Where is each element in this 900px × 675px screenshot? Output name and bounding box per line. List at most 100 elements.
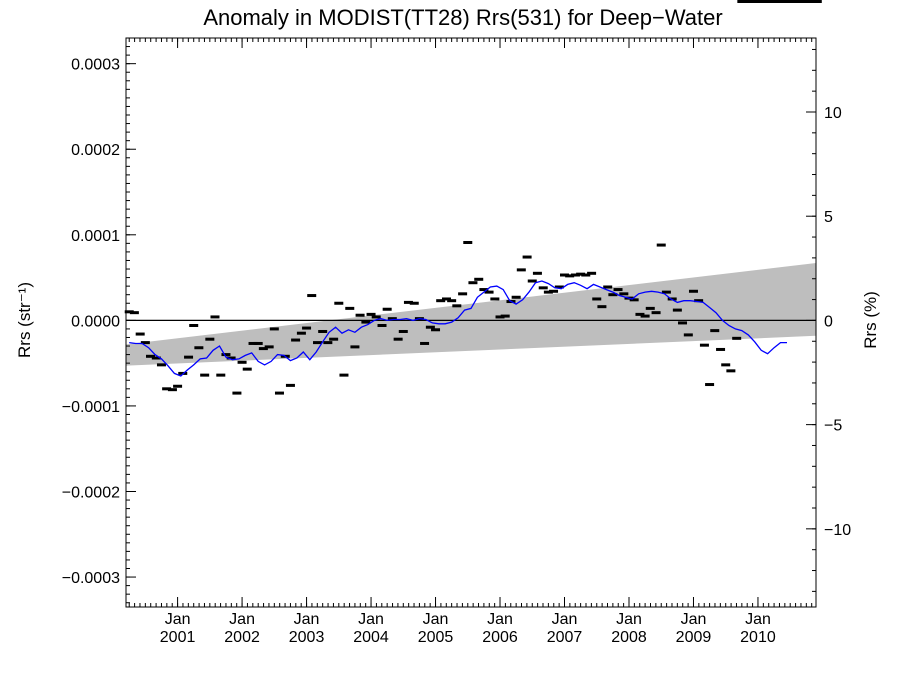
- data-point: [129, 311, 139, 315]
- data-point: [151, 356, 161, 360]
- data-point: [490, 297, 500, 301]
- left-tick-label: 0.0002: [71, 142, 120, 159]
- data-point: [581, 273, 591, 277]
- data-point: [458, 292, 468, 296]
- x-tick-month-label: Jan: [358, 611, 384, 628]
- data-point: [398, 329, 408, 333]
- data-point: [194, 346, 204, 350]
- data-point: [237, 360, 247, 364]
- left-tick-label: 0.0001: [71, 228, 120, 245]
- data-point: [350, 345, 360, 349]
- data-point: [619, 292, 629, 296]
- data-point: [554, 285, 564, 289]
- data-point: [447, 299, 457, 303]
- data-point: [726, 369, 736, 373]
- data-point: [226, 356, 236, 360]
- data-point: [742, 0, 752, 3]
- data-point: [205, 337, 215, 341]
- right-tick-label: 0: [824, 313, 833, 330]
- data-point: [635, 312, 645, 316]
- data-point: [156, 363, 166, 367]
- data-point: [516, 268, 526, 272]
- data-point: [629, 298, 639, 302]
- data-point: [269, 327, 279, 331]
- data-point: [210, 315, 220, 319]
- data-point: [334, 301, 344, 305]
- data-point: [291, 338, 301, 342]
- left-tick-label: −0.0001: [62, 399, 120, 416]
- data-point: [474, 277, 484, 281]
- data-point: [479, 288, 489, 292]
- data-point: [425, 325, 435, 329]
- data-point: [705, 383, 715, 387]
- data-point: [748, 0, 758, 3]
- data-point: [339, 373, 349, 377]
- data-point: [769, 0, 779, 3]
- data-point: [318, 329, 328, 333]
- data-point: [420, 341, 430, 345]
- x-tick-month-label: Jan: [616, 611, 642, 628]
- data-point: [361, 320, 371, 324]
- x-tick-year-label: 2008: [611, 629, 647, 646]
- uncertainty-band-layer: [126, 263, 816, 366]
- running-mean-layer: [129, 280, 787, 377]
- data-point: [382, 307, 392, 311]
- data-point: [264, 345, 274, 349]
- data-point: [355, 313, 365, 317]
- data-point: [162, 387, 172, 391]
- data-point: [694, 299, 704, 303]
- data-point: [173, 384, 183, 388]
- data-point: [258, 347, 268, 351]
- data-point: [431, 328, 441, 332]
- data-point: [232, 391, 242, 395]
- data-point: [200, 373, 210, 377]
- data-point: [522, 255, 532, 259]
- x-tick-year-label: 2001: [160, 629, 196, 646]
- data-point: [732, 336, 742, 340]
- data-point: [688, 289, 698, 293]
- left-tick-label: −0.0003: [62, 570, 120, 587]
- data-point: [441, 297, 451, 301]
- plot-frame: [125, 37, 817, 608]
- right-tick-label: 5: [824, 209, 833, 226]
- y-axis-left-label: Rrs (str⁻¹): [15, 282, 34, 358]
- data-point: [253, 341, 263, 345]
- data-point: [221, 353, 231, 357]
- data-point: [592, 297, 602, 301]
- data-point: [248, 341, 258, 345]
- data-point: [387, 317, 397, 321]
- right-tick-label: −5: [824, 418, 842, 435]
- data-point: [436, 299, 446, 303]
- x-tick-month-label: Jan: [681, 611, 707, 628]
- data-point: [296, 331, 306, 335]
- data-point: [603, 285, 613, 289]
- data-point: [371, 315, 381, 319]
- data-point: [587, 271, 597, 275]
- data-point: [645, 306, 655, 310]
- data-point: [699, 343, 709, 347]
- data-point: [651, 311, 661, 315]
- data-point: [796, 0, 806, 3]
- data-point: [167, 388, 177, 392]
- data-point: [737, 0, 747, 3]
- data-point: [764, 0, 774, 3]
- x-tick-month-label: Jan: [552, 611, 578, 628]
- data-point: [570, 273, 580, 277]
- data-point: [500, 314, 510, 318]
- x-tick-year-label: 2009: [676, 629, 712, 646]
- data-point: [661, 290, 671, 294]
- data-point: [785, 0, 795, 3]
- data-point: [710, 329, 720, 333]
- data-point: [146, 354, 156, 358]
- data-point: [608, 293, 618, 297]
- data-point: [189, 323, 199, 327]
- left-y-axis: 0.0003 0.0002 0.0001 0.0000 −0.0001 −0.0002 −0…: [62, 37, 136, 604]
- x-tick-year-label: 2007: [547, 629, 583, 646]
- data-point: [721, 363, 731, 367]
- left-tick-label: 0.0000: [71, 313, 120, 330]
- data-point: [753, 0, 763, 3]
- data-point: [184, 355, 194, 359]
- data-point: [345, 306, 355, 310]
- data-point: [366, 312, 376, 316]
